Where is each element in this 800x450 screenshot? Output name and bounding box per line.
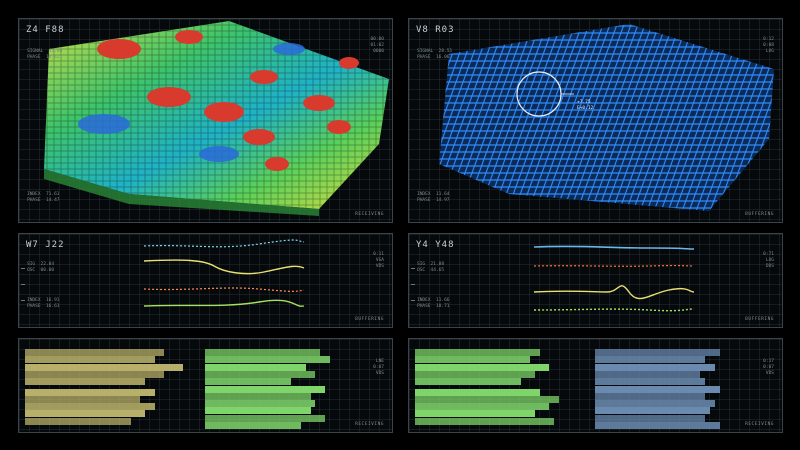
trace-blue: [533, 245, 695, 250]
trace-orange: [143, 287, 305, 292]
green-bar: [205, 385, 325, 393]
panel-grid: [19, 234, 392, 327]
green-bar: [205, 378, 291, 386]
panel-side-readout: 0:12 0:08 LOG: [763, 37, 774, 54]
status-label: RECEIVING: [355, 422, 384, 427]
panel-meta: SIG 22.04 OSC 00.00: [27, 262, 55, 273]
green-bar: [415, 410, 535, 418]
wire-callout: +7.75 E+0.12: [577, 100, 594, 111]
olive-bar: [25, 363, 183, 371]
green-bar: [205, 356, 330, 364]
green-bar: [415, 378, 521, 386]
green-bar: [415, 349, 540, 356]
blue-bar: [595, 349, 720, 356]
trace-yellow: [533, 285, 695, 300]
green-bar: [205, 363, 306, 371]
waveform-traces: [143, 239, 305, 307]
olive-bar: [25, 370, 164, 378]
panel-footer: INDEX 11.66 PHASE 18.71: [417, 298, 450, 309]
blue-bar: [595, 407, 710, 415]
panel-title: Y4 Y48: [416, 240, 455, 250]
panel-side-readout: 00:00 01:02 0000: [370, 37, 384, 54]
trace-yellow: [143, 259, 305, 275]
blue-bar: [595, 422, 720, 429]
green-bar: [205, 349, 320, 356]
blue-bar: [595, 400, 715, 408]
green-bar: [415, 417, 554, 425]
green-bar: [415, 356, 530, 364]
waveform-traces: [533, 245, 695, 312]
panel-title: Z4 F88: [26, 25, 65, 35]
status-label: BUFFERING: [745, 212, 774, 217]
green-bar: [415, 395, 559, 403]
wire-terrain-surface: [439, 24, 774, 211]
trace-green: [143, 299, 305, 307]
green-bar: [415, 403, 549, 411]
olive-bar: [25, 403, 155, 411]
terrain-heatmap-panel: Z4 F88 SIGNAL 42.66 PHASE 16.42 00:00 01:0…: [18, 18, 393, 223]
green-bar: [415, 363, 549, 371]
blue-bar: [595, 385, 720, 393]
bar-panel-left: LNE 0:07 VDS RECEIVING: [18, 338, 393, 433]
olive-bar: [25, 395, 140, 403]
status-label: BUFFERING: [355, 317, 384, 322]
blue-bar: [595, 370, 700, 378]
waveform-panel-left: W7 J22 SIG 22.04 OSC 00.00 0:11 VGA VDS IND…: [18, 233, 393, 328]
blue-bar: [595, 392, 705, 400]
waveform-panel-right: Y4 Y48 SIG 21.88 OSC 44.65 0:71 LOG DDS IND…: [408, 233, 783, 328]
panel-side-readout: 0:17 0:07 VDS: [763, 359, 774, 376]
panel-side-readout: 0:11 VGA VDS: [373, 252, 384, 269]
green-bar: [205, 407, 311, 415]
green-bar: [205, 392, 311, 400]
panel-footer: INDEX 11.64 PHASE 14.97: [417, 192, 450, 203]
status-label: RECEIVING: [745, 422, 774, 427]
olive-bar: [25, 388, 155, 396]
heat-valleys: [78, 43, 305, 162]
green-bar: [415, 388, 540, 396]
green-bar: [415, 370, 535, 378]
blue-bar: [595, 378, 705, 386]
panel-meta: SIGNAL 42.66 PHASE 16.42: [27, 49, 63, 60]
trace-orange: [533, 264, 695, 267]
panel-meta: SIGNAL 28.51 PHASE 16.06: [417, 49, 453, 60]
status-label: RECEIVING: [355, 212, 384, 217]
panel-side-readout: LNE 0:07 VDS: [373, 359, 384, 376]
heat-terrain-surface: [44, 21, 389, 216]
green-bar: [205, 400, 315, 408]
olive-bar: [25, 349, 164, 356]
panel-title: W7 J22: [26, 240, 65, 250]
olive-bar: [25, 417, 131, 425]
terrain-wireframe-panel: +7.75 E+0.12 V8 R03 SIGNAL 28.51 PHASE 16.…: [408, 18, 783, 223]
panel-grid: [409, 234, 782, 327]
panel-footer: INDEX 71.61 PHASE 14.47: [27, 192, 60, 203]
heat-peaks: [97, 30, 359, 171]
green-bar: [205, 422, 301, 429]
panel-footer: INDEX 16.91 PHASE 16.61: [27, 298, 60, 309]
olive-bar: [25, 410, 145, 418]
blue-bar: [595, 363, 715, 371]
status-label: BUFFERING: [745, 317, 774, 322]
green-bar: [205, 370, 315, 378]
green-bar: [205, 414, 325, 422]
panel-title: V8 R03: [416, 25, 455, 35]
bar-panel-right: 0:17 0:07 VDS RECEIVING: [408, 338, 783, 433]
panel-meta: SIG 21.88 OSC 44.65: [417, 262, 445, 273]
olive-bar: [25, 378, 145, 386]
trace-green: [533, 308, 695, 312]
blue-bar: [595, 414, 705, 422]
olive-bar: [25, 356, 155, 364]
panel-side-readout: 0:71 LOG DDS: [763, 252, 774, 269]
blue-bar: [595, 356, 705, 364]
trace-cyan: [143, 239, 305, 248]
